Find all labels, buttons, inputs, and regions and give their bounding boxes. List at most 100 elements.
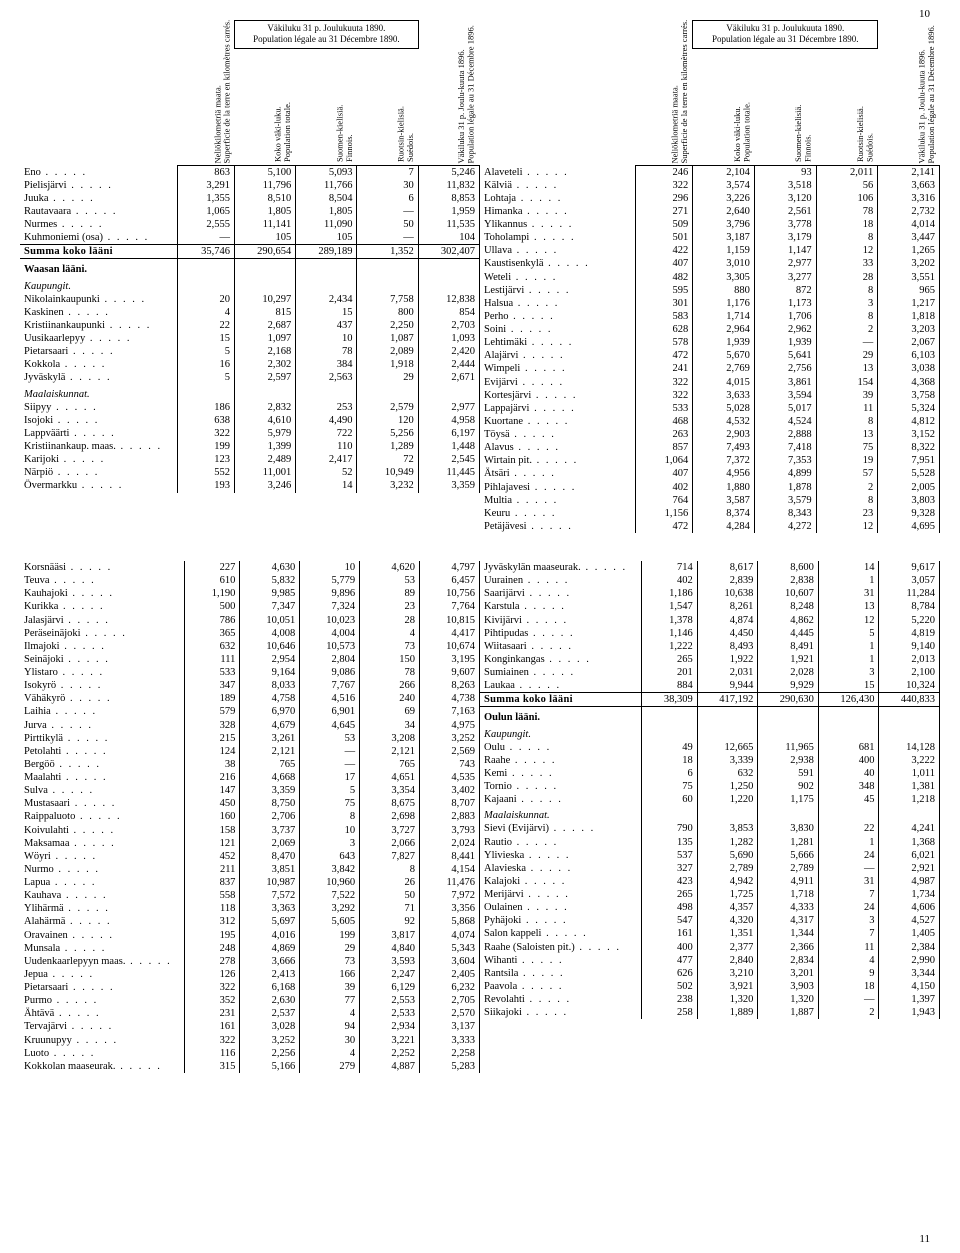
cell-total: 3,226 bbox=[693, 192, 755, 205]
cell-finnish: 8,248 bbox=[758, 600, 819, 613]
cell-finnish: 4 bbox=[300, 1047, 360, 1060]
cell-finnish: 722 bbox=[296, 427, 357, 440]
table-row: Nurmes 2,555 11,141 11,090 50 11,535 bbox=[20, 218, 480, 231]
cell-1896: 8,322 bbox=[878, 441, 940, 454]
cell-total: 1,399 bbox=[234, 440, 295, 453]
cell-swedish: 4,840 bbox=[360, 942, 420, 955]
table-row: Wiitasaari 1,222 8,493 8,491 1 9,140 bbox=[480, 640, 940, 653]
cell-area: 315 bbox=[184, 1060, 240, 1073]
cell-total: 2,630 bbox=[240, 994, 300, 1007]
table-row: Nurmo 211 3,851 3,842 8 4,154 bbox=[20, 863, 480, 876]
cell-finnish: 4,862 bbox=[758, 614, 819, 627]
table-row: Pihtipudas 1,146 4,450 4,445 5 4,819 bbox=[480, 627, 940, 640]
cell-swedish: 56 bbox=[816, 179, 878, 192]
cell-swedish: 3,817 bbox=[360, 929, 420, 942]
cell-total: 7,493 bbox=[693, 441, 755, 454]
cell-finnish: 5,605 bbox=[300, 915, 360, 928]
cell-swedish: 8 bbox=[816, 231, 878, 244]
row-name: Kristiinankaup. maas. bbox=[20, 440, 178, 453]
row-name: Korsnääsi bbox=[20, 561, 184, 574]
table-row: Salon kappeli 161 1,351 1,344 7 1,405 bbox=[480, 927, 940, 940]
cell-area: 1,355 bbox=[178, 192, 235, 205]
cell-1896: 11,832 bbox=[418, 179, 479, 192]
cell-area: 265 bbox=[641, 888, 697, 901]
cell-swedish: 4,620 bbox=[360, 561, 420, 574]
table-row: Soini 628 2,964 2,962 2 3,203 bbox=[480, 323, 940, 336]
cell-area: 423 bbox=[641, 875, 697, 888]
table-row: Ylihärmä 118 3,363 3,292 71 3,356 bbox=[20, 902, 480, 915]
cell-total: 5,979 bbox=[234, 427, 295, 440]
cell-finnish: 4,645 bbox=[300, 719, 360, 732]
data-table: Neliökilometriä maata.Superficie de la t… bbox=[480, 20, 940, 533]
table-row: Lehtimäki 578 1,939 1,939 — 2,067 bbox=[480, 336, 940, 349]
table-row: Kristiinankaup. maas. 199 1,399 110 1,28… bbox=[20, 440, 480, 453]
cell-area: 352 bbox=[184, 994, 240, 1007]
cell-swedish: 1,918 bbox=[357, 358, 418, 371]
cell-finnish: 1,805 bbox=[296, 205, 357, 218]
cell-total: 4,008 bbox=[240, 627, 300, 640]
cell-swedish: 800 bbox=[357, 306, 418, 319]
table-row: Wimpeli 241 2,769 2,756 13 3,038 bbox=[480, 362, 940, 375]
data-table: Jyväskylän maaseurak. 714 8,617 8,600 14… bbox=[480, 561, 940, 1019]
cell-swedish: 31 bbox=[818, 587, 879, 600]
cell-finnish: 437 bbox=[296, 319, 357, 332]
cell-swedish: 3,221 bbox=[360, 1034, 420, 1047]
cell-total: 1,282 bbox=[697, 836, 758, 849]
cell-1896: 2,883 bbox=[420, 810, 480, 823]
table-row: Oravainen 195 4,016 199 3,817 4,074 bbox=[20, 929, 480, 942]
cell-1896: 2,024 bbox=[420, 837, 480, 850]
table-row: Jurva 328 4,679 4,645 34 4,975 bbox=[20, 719, 480, 732]
cell-1896: 3,793 bbox=[420, 824, 480, 837]
cell-area: 121 bbox=[184, 837, 240, 850]
table-row: Ähtävä 231 2,537 4 2,533 2,570 bbox=[20, 1007, 480, 1020]
cell-area: 160 bbox=[184, 810, 240, 823]
row-name: Jurva bbox=[20, 719, 184, 732]
cell-area: 1,547 bbox=[641, 600, 697, 613]
cell-finnish: 5,093 bbox=[296, 165, 357, 179]
row-name: Himanka bbox=[480, 205, 635, 218]
cell-area: 5 bbox=[178, 345, 235, 358]
cell-finnish: 5,641 bbox=[754, 349, 816, 362]
cell-area: 16 bbox=[178, 358, 235, 371]
cell-swedish: — bbox=[818, 993, 879, 1006]
cell-total: 10,646 bbox=[240, 640, 300, 653]
cell-area: 215 bbox=[184, 732, 240, 745]
upper-tables: Neliökilometriä maata.Superficie de la t… bbox=[20, 20, 940, 533]
cell-total: 3,574 bbox=[693, 179, 755, 192]
cell-1896: 4,368 bbox=[878, 376, 940, 389]
cell-finnish: 2,756 bbox=[754, 362, 816, 375]
cell-area: 201 bbox=[641, 666, 697, 679]
cell-area: 322 bbox=[184, 1034, 240, 1047]
cell-total: 2,687 bbox=[234, 319, 295, 332]
cell-area: 863 bbox=[178, 165, 235, 179]
cell-finnish: 1,320 bbox=[758, 993, 819, 1006]
cell-1896: 4,535 bbox=[420, 771, 480, 784]
table-row: Töysä 263 2,903 2,888 13 3,152 bbox=[480, 428, 940, 441]
row-name: Lehtimäki bbox=[480, 336, 635, 349]
row-name: Ylikannus bbox=[480, 218, 635, 231]
row-name: Rantsila bbox=[480, 967, 641, 980]
cell-total: 2,964 bbox=[693, 323, 755, 336]
table-row: Karijoki 123 2,489 2,417 72 2,545 bbox=[20, 453, 480, 466]
table-row: Saarijärvi 1,186 10,638 10,607 31 11,284 bbox=[480, 587, 940, 600]
row-name: Oulu bbox=[480, 741, 641, 754]
cell-swedish: 8 bbox=[816, 494, 878, 507]
table-row: Kokkola 16 2,302 384 1,918 2,444 bbox=[20, 358, 480, 371]
cell-area: 322 bbox=[635, 376, 692, 389]
cell-finnish: 2,417 bbox=[296, 453, 357, 466]
cell-total: 4,679 bbox=[240, 719, 300, 732]
table-row: Ylistaro 533 9,164 9,086 78 9,607 bbox=[20, 666, 480, 679]
row-name: Pyhäjoki bbox=[480, 914, 641, 927]
table-row: Jepua 126 2,413 166 2,247 2,405 bbox=[20, 968, 480, 981]
row-name: Lappajärvi bbox=[480, 402, 635, 415]
cell-finnish: 9,896 bbox=[300, 587, 360, 600]
cell-finnish: 3 bbox=[300, 837, 360, 850]
cell-1896: 9,607 bbox=[420, 666, 480, 679]
cell-area: 124 bbox=[184, 745, 240, 758]
row-name: Rautio bbox=[480, 836, 641, 849]
row-name: Karstula bbox=[480, 600, 641, 613]
cell-finnish: 5,666 bbox=[758, 849, 819, 862]
cell-total: 6,168 bbox=[240, 981, 300, 994]
cell-finnish: 78 bbox=[296, 345, 357, 358]
cell-finnish: 1,173 bbox=[754, 297, 816, 310]
